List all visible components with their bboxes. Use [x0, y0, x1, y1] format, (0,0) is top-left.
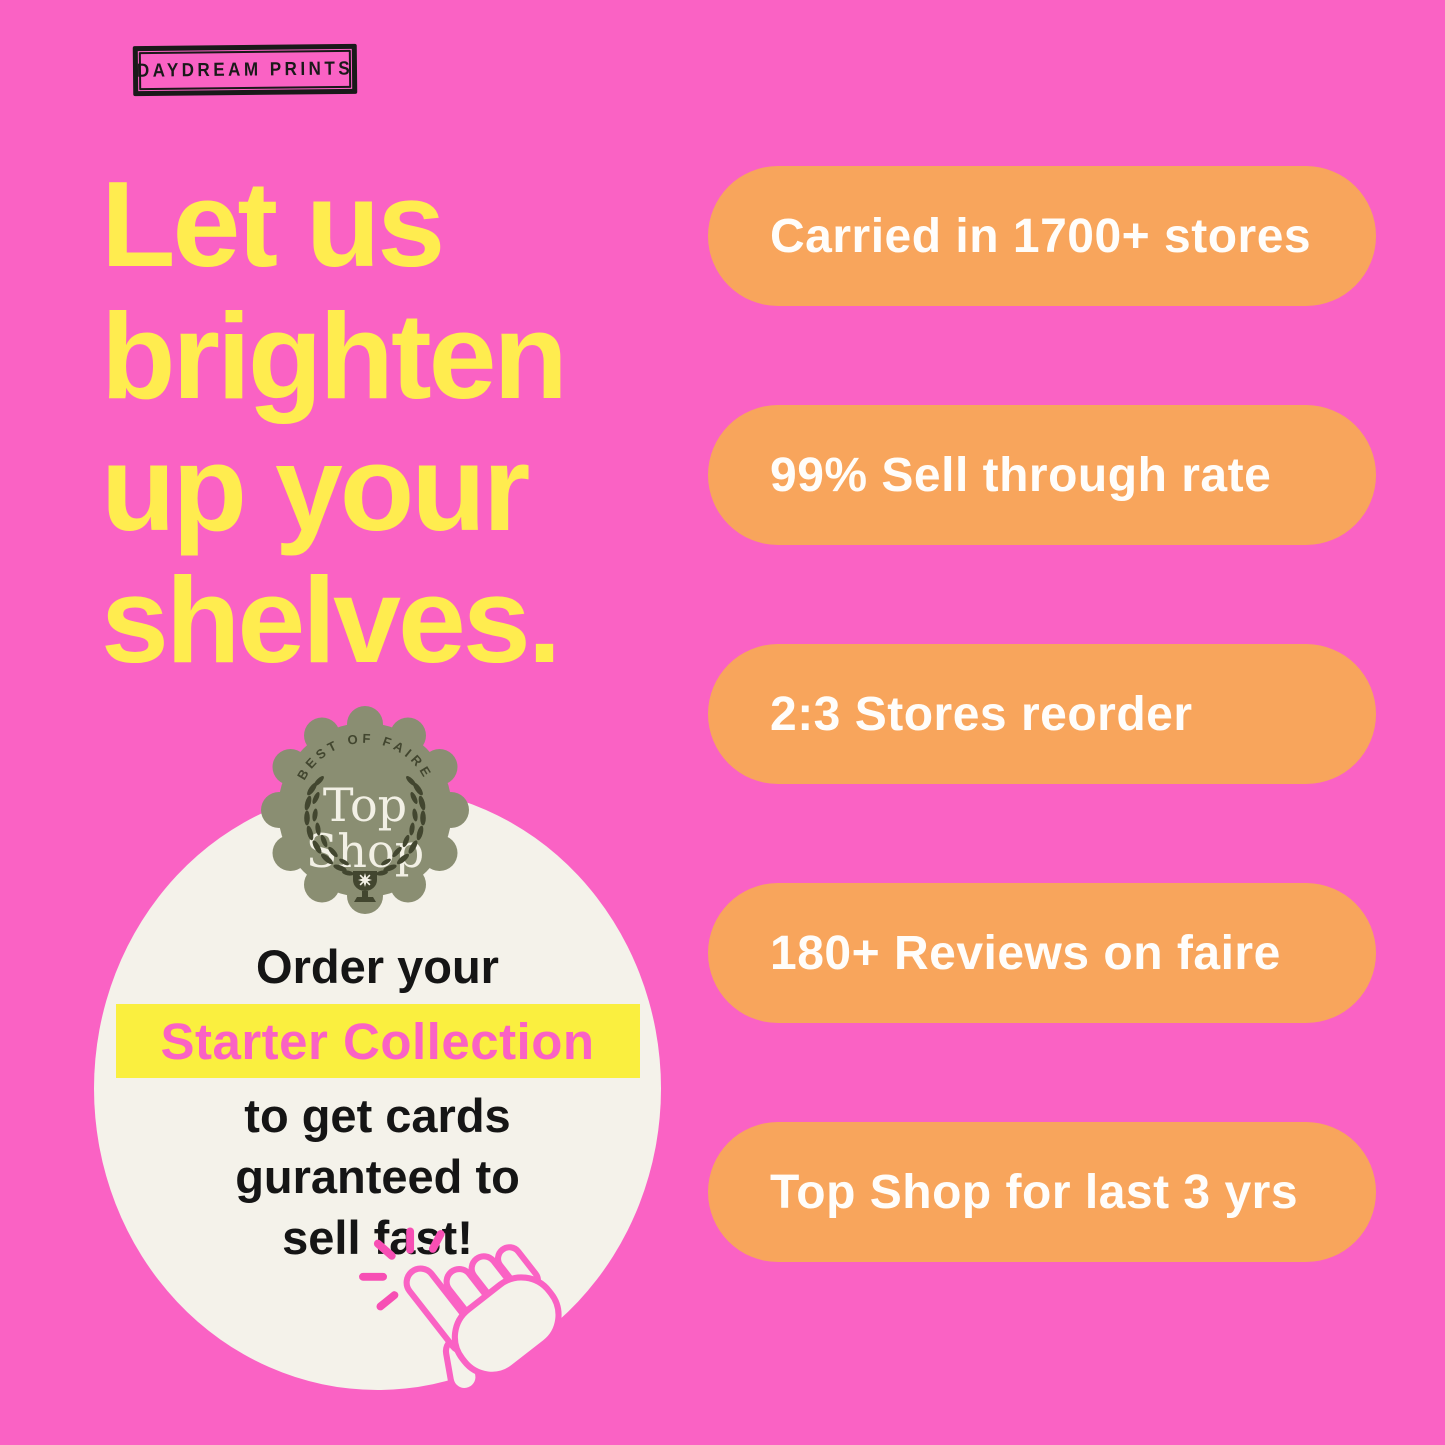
headline-line-2: brighten	[101, 288, 568, 424]
stat-pill-reviews: 180+ Reviews on faire	[708, 883, 1376, 1023]
stat-pill-reorder: 2:3 Stores reorder	[708, 644, 1376, 784]
headline-line-3: up your	[101, 420, 530, 556]
laurel-wreath-icon	[304, 774, 427, 877]
headline: Let us brighten up your shelves.	[101, 156, 568, 688]
offer-line-3: guranteed to	[235, 1150, 520, 1203]
badge-title-top: Top	[323, 778, 407, 832]
brand-name: DAYDREAM PRINTS	[136, 57, 354, 82]
stat-pill-label: Carried in 1700+ stores	[770, 209, 1312, 263]
stat-pill-label: 180+ Reviews on faire	[770, 926, 1281, 980]
stats-list: Carried in 1700+ stores 99% Sell through…	[708, 166, 1376, 1262]
headline-line-4: shelves.	[101, 552, 562, 688]
click-rays-icon	[359, 1227, 445, 1311]
stat-pill-label: 99% Sell through rate	[770, 448, 1272, 502]
offer-line-2: to get cards	[244, 1089, 511, 1142]
stat-pill-label: 2:3 Stores reorder	[770, 687, 1193, 741]
offer-line-1: Order your	[256, 940, 499, 993]
stat-pill-label: Top Shop for last 3 yrs	[770, 1165, 1299, 1219]
badge-title-shop: Shop	[306, 824, 424, 878]
top-shop-badge-icon: BEST OF FAIRE Top Shop	[261, 706, 469, 914]
brand-logo: DAYDREAM PRINTS	[132, 43, 358, 97]
stat-pill-sell-through: 99% Sell through rate	[708, 405, 1376, 545]
offer-text-block: Order your Starter Collection to get car…	[94, 936, 661, 1268]
headline-line-1: Let us	[101, 156, 445, 292]
tap-hand-icon	[359, 1227, 562, 1395]
trophy-icon	[353, 871, 377, 902]
starter-collection-highlight[interactable]: Starter Collection	[115, 1004, 640, 1078]
stat-pill-stores: Carried in 1700+ stores	[708, 166, 1376, 306]
stat-pill-top-shop: Top Shop for last 3 yrs	[708, 1122, 1376, 1262]
starter-collection-label: Starter Collection	[160, 1012, 595, 1070]
